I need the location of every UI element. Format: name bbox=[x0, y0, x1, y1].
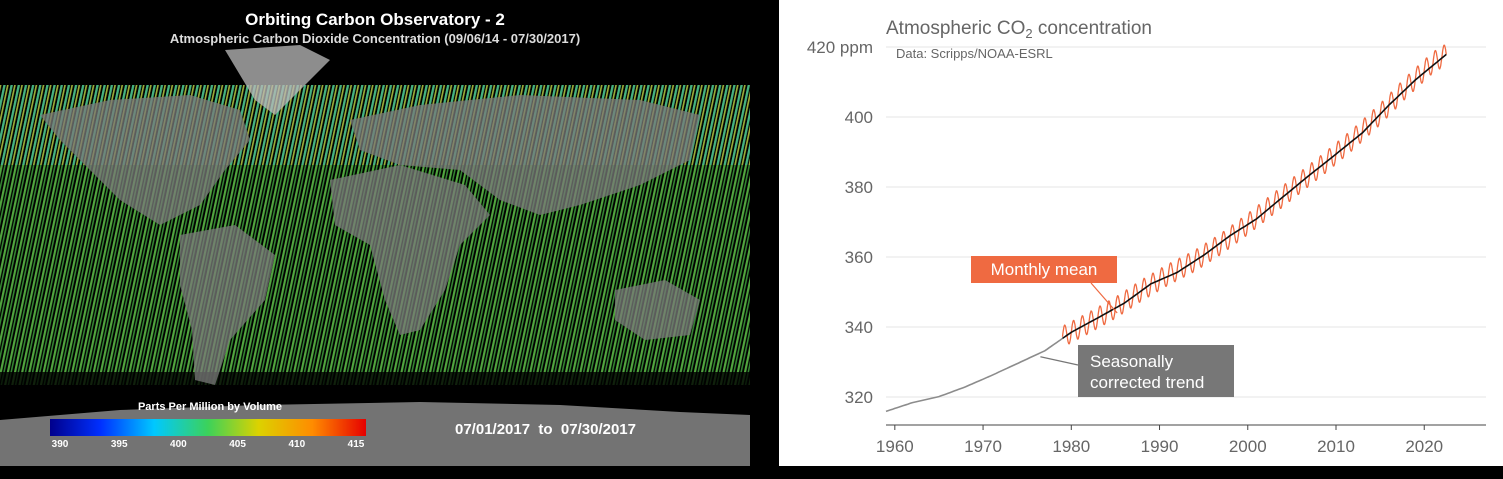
australia bbox=[615, 280, 700, 340]
world-co2-map: 390 395 400 405 410 415 bbox=[0, 45, 750, 466]
monthly-mean-label: Monthly mean bbox=[991, 260, 1098, 279]
y-tick-label: 380 bbox=[845, 178, 873, 197]
y-tick-label: 320 bbox=[845, 388, 873, 407]
date-range: 07/01/2017 to 07/30/2017 bbox=[455, 421, 636, 438]
europe-asia bbox=[350, 95, 700, 215]
series-monthly-mean bbox=[1061, 44, 1447, 345]
series-group bbox=[885, 44, 1447, 413]
antarctica bbox=[0, 402, 750, 466]
x-tick-label: 2000 bbox=[1229, 437, 1267, 456]
colorbar-tick-label: 395 bbox=[111, 439, 128, 450]
co2-chart-panel: 320 340 360 380 400 420 ppm 1960 1970 1980 1990 2… bbox=[779, 0, 1503, 466]
monthly-mean-leader bbox=[1090, 282, 1118, 314]
gridlines bbox=[886, 46, 1486, 398]
y-tick-label: 340 bbox=[845, 318, 873, 337]
colorbar-tick-label: 390 bbox=[52, 439, 69, 450]
colorbar-tick-label: 410 bbox=[288, 439, 305, 450]
trend-callout bbox=[1078, 345, 1234, 397]
x-tick-label: 1960 bbox=[876, 437, 914, 456]
colorbar-tick-label: 415 bbox=[348, 439, 365, 450]
greenland bbox=[225, 45, 330, 115]
trend-leader bbox=[1040, 356, 1079, 366]
trend-label: Seasonally corrected trend bbox=[1090, 352, 1204, 392]
series-trend-line bbox=[1062, 53, 1447, 340]
x-tick-label: 2020 bbox=[1405, 437, 1443, 456]
colorbar bbox=[50, 419, 366, 436]
map-title: Orbiting Carbon Observatory - 2 bbox=[245, 10, 505, 29]
colorbar-label: Parts Per Million by Volume bbox=[137, 401, 283, 413]
continents bbox=[0, 45, 750, 466]
colorbar-tick-label: 405 bbox=[229, 439, 246, 450]
y-tick-label: 420 ppm bbox=[807, 38, 873, 57]
y-tick-label: 360 bbox=[845, 248, 873, 267]
source-note: Data: Scripps/NOAA-ESRL bbox=[896, 46, 1053, 61]
series-trend-early bbox=[885, 337, 1063, 413]
co2-map-panel: 390 395 400 405 410 415 Orbiting Carbon Obser… bbox=[0, 0, 750, 466]
colorbar-tick-label: 400 bbox=[170, 439, 187, 450]
monthly-mean-callout bbox=[971, 256, 1117, 283]
colorbar-ticks: 390 395 400 405 410 415 bbox=[52, 439, 365, 450]
x-tick-label: 2010 bbox=[1317, 437, 1355, 456]
south-america bbox=[180, 225, 275, 385]
chart-title: Atmospheric CO2 concentration bbox=[886, 18, 1152, 41]
y-tick-label: 400 bbox=[845, 108, 873, 127]
y-axis-ticks: 320 340 360 380 400 420 ppm bbox=[807, 38, 873, 407]
africa bbox=[330, 165, 490, 335]
map-subtitle: Atmospheric Carbon Dioxide Concentration… bbox=[169, 31, 581, 46]
x-axis-ticks: 1960 1970 1980 1990 2000 2010 2020 bbox=[876, 425, 1443, 456]
annotations: Monthly mean Seasonally corrected trend bbox=[971, 256, 1234, 397]
x-tick-label: 1970 bbox=[964, 437, 1002, 456]
north-america bbox=[40, 95, 250, 225]
x-tick-label: 1980 bbox=[1052, 437, 1090, 456]
co2-line-chart: 320 340 360 380 400 420 ppm 1960 1970 1980 1990 2… bbox=[807, 18, 1486, 456]
x-tick-label: 1990 bbox=[1141, 437, 1179, 456]
